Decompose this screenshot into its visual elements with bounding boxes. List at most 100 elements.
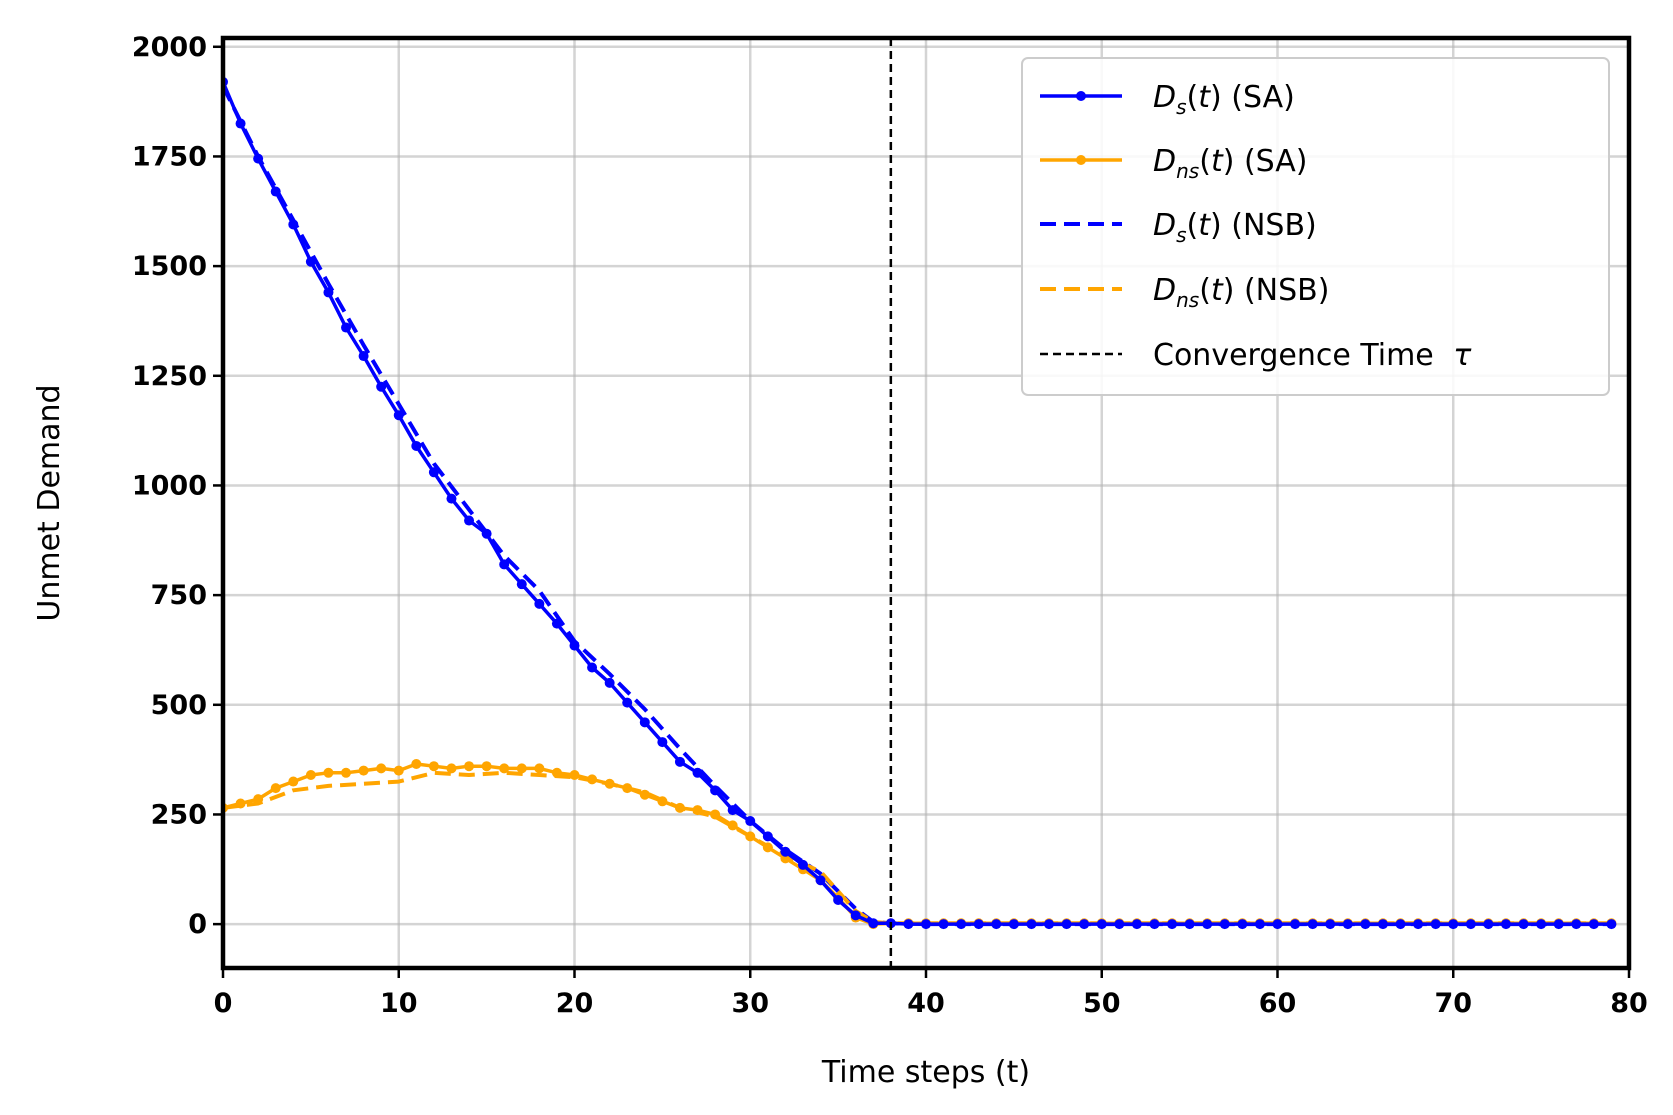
series-point-0 — [833, 895, 844, 906]
series-point-0 — [1167, 919, 1178, 930]
y-tick-label: 1250 — [132, 361, 207, 392]
series-point-0 — [1131, 919, 1142, 930]
series-point-0 — [903, 919, 914, 930]
series-point-0 — [1588, 919, 1599, 930]
y-tick-label: 1000 — [132, 470, 207, 501]
series-point-0 — [1044, 919, 1055, 930]
series-point-1 — [745, 831, 756, 842]
series-point-1 — [428, 761, 439, 772]
series-point-0 — [1500, 919, 1511, 930]
series-point-0 — [1606, 919, 1617, 930]
series-point-1 — [674, 802, 685, 813]
y-tick-label: 1750 — [132, 141, 207, 172]
series-point-0 — [587, 662, 598, 673]
series-point-0 — [639, 717, 650, 728]
series-point-1 — [235, 798, 246, 809]
legend-label-1: Dns(t) (SA) — [1153, 144, 1307, 183]
series-point-0 — [1008, 919, 1019, 930]
series-point-1 — [762, 842, 773, 853]
series-point-0 — [1360, 919, 1371, 930]
x-tick-label: 70 — [1434, 988, 1472, 1019]
series-point-0 — [973, 919, 984, 930]
y-axis-label: Unmet Demand — [32, 384, 67, 621]
series-point-0 — [464, 515, 475, 526]
series-point-0 — [1395, 919, 1406, 930]
x-tick-label: 40 — [907, 988, 945, 1019]
series-point-0 — [1219, 919, 1230, 930]
series-point-0 — [1518, 919, 1529, 930]
y-tick-label: 250 — [151, 799, 207, 830]
series-point-0 — [1571, 919, 1582, 930]
series-point-1 — [657, 796, 668, 807]
series-point-0 — [850, 910, 861, 921]
series-point-0 — [1483, 919, 1494, 930]
series-point-1 — [639, 789, 650, 800]
series-point-0 — [815, 875, 826, 886]
x-tick-label: 60 — [1259, 988, 1297, 1019]
series-point-0 — [692, 767, 703, 778]
series-point-0 — [1553, 919, 1564, 930]
series-point-1 — [710, 809, 721, 820]
series-point-0 — [1465, 919, 1476, 930]
series-point-0 — [1307, 919, 1318, 930]
series-point-1 — [464, 761, 475, 772]
series-point-0 — [604, 677, 615, 688]
series-point-0 — [376, 381, 387, 392]
series-point-1 — [393, 765, 404, 776]
x-axis-label: Time steps (t) — [821, 1055, 1030, 1090]
legend-box — [1021, 57, 1610, 396]
series-layer — [223, 76, 1617, 930]
legend-label-2: Ds(t) (NSB) — [1153, 208, 1317, 247]
x-tick-label: 80 — [1610, 988, 1648, 1019]
series-line-1 — [223, 762, 1612, 926]
series-point-1 — [622, 783, 633, 794]
series-point-0 — [305, 256, 316, 267]
series-point-0 — [1342, 919, 1353, 930]
series-point-1 — [534, 763, 545, 774]
series-point-0 — [499, 559, 510, 570]
series-point-1 — [692, 805, 703, 816]
series-point-1 — [253, 794, 264, 805]
x-tick-label: 50 — [1083, 988, 1121, 1019]
series-point-0 — [1061, 919, 1072, 930]
series-point-0 — [1079, 919, 1090, 930]
series-point-0 — [938, 919, 949, 930]
x-tick-label: 20 — [556, 988, 594, 1019]
series-point-0 — [1290, 919, 1301, 930]
y-tick-label: 2000 — [132, 32, 207, 63]
series-point-0 — [1096, 919, 1107, 930]
series-point-1 — [341, 767, 352, 778]
series-point-0 — [657, 737, 668, 748]
series-point-0 — [745, 816, 756, 827]
series-point-0 — [411, 440, 422, 451]
axis-ticks: 0 10 20 30 40 50 60 70 80 0 250 500 750 1000 1250 1500 1… — [132, 32, 1648, 1019]
legend-marker-1 — [1076, 155, 1086, 165]
legend: Ds(t) (SA) Dns(t) (SA) Ds(t) (NSB) Dns(t) (… — [1021, 57, 1610, 396]
series-point-1 — [604, 778, 615, 789]
series-point-0 — [323, 287, 334, 298]
series-point-0 — [270, 186, 281, 197]
series-point-1 — [569, 769, 580, 780]
series-line-3 — [223, 770, 1612, 926]
series-point-1 — [587, 774, 598, 785]
series-point-0 — [991, 919, 1002, 930]
series-point-0 — [253, 153, 264, 164]
series-point-0 — [534, 598, 545, 609]
series-point-0 — [956, 919, 967, 930]
y-tick-label: 500 — [151, 690, 207, 721]
series-point-0 — [393, 410, 404, 421]
series-point-0 — [1114, 919, 1125, 930]
series-point-0 — [1026, 919, 1037, 930]
series-point-0 — [868, 918, 879, 929]
series-point-1 — [358, 765, 369, 776]
series-point-0 — [1325, 919, 1336, 930]
series-point-1 — [727, 820, 738, 831]
series-point-1 — [270, 783, 281, 794]
series-point-1 — [499, 763, 510, 774]
series-point-0 — [1448, 919, 1459, 930]
series-point-0 — [481, 528, 492, 539]
series-point-1 — [551, 767, 562, 778]
series-point-0 — [1377, 919, 1388, 930]
series-point-0 — [1254, 919, 1265, 930]
